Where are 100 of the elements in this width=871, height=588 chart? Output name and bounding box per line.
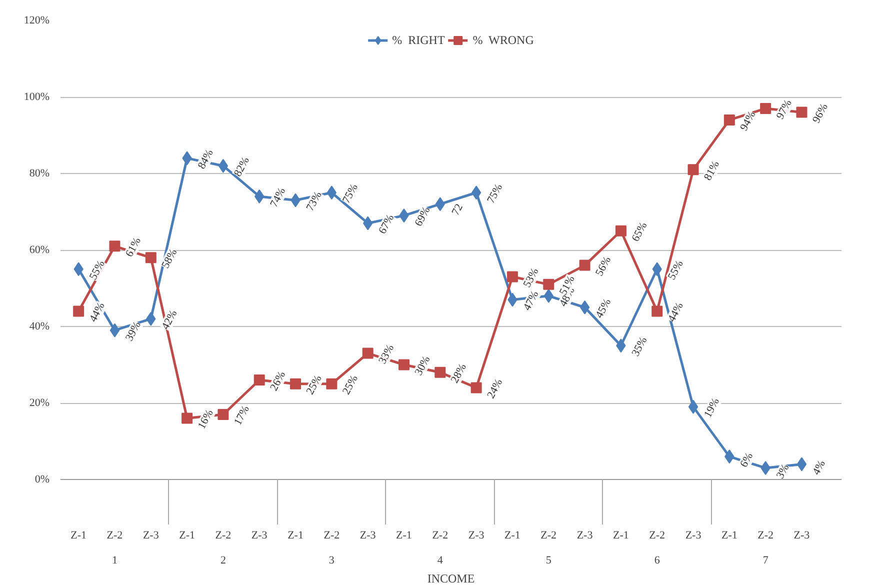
data-label: 84% (196, 148, 216, 172)
data-label: 67% (376, 212, 397, 236)
point (109, 240, 120, 252)
text: 2 (220, 554, 226, 566)
point (724, 114, 735, 126)
data-label: 53% (521, 266, 542, 290)
data-label: 74% (268, 186, 288, 210)
data-label: 17% (232, 404, 252, 428)
data-label: 26% (268, 369, 288, 393)
data-label: 44% (666, 300, 686, 324)
data-label: 28% (448, 362, 469, 386)
point (688, 400, 698, 414)
point (471, 186, 482, 200)
x-tick-label: Z-2 (432, 530, 448, 542)
x-tick-label: Z-3 (142, 530, 160, 542)
point (796, 457, 807, 472)
x-tick-label: Z-2 (324, 530, 340, 542)
point (543, 278, 554, 290)
y-tick-label: 40% (29, 320, 50, 332)
point (73, 306, 84, 317)
x-tick-label: Z-1 (721, 530, 738, 542)
text: 3 (328, 554, 335, 566)
point (580, 300, 590, 314)
data-label: 58% (160, 247, 180, 270)
x-tick-label: Z-2 (215, 530, 232, 542)
point (254, 374, 265, 386)
text: 4 (437, 554, 444, 566)
legend-label: % RIGHT (392, 32, 445, 48)
point (218, 408, 229, 420)
point (796, 106, 808, 118)
data-label: 30% (412, 354, 433, 378)
x-tick-label: Z-3 (685, 530, 702, 542)
data-label: 55% (666, 258, 686, 282)
data-label: 75% (485, 182, 506, 206)
x-tick-label: Z-2 (106, 530, 123, 542)
text: 7 (762, 554, 769, 566)
data-label: 56% (593, 254, 614, 278)
point (688, 164, 699, 176)
x-tick-label: Z-1 (613, 530, 629, 542)
data-label: 4% (810, 458, 828, 478)
point (182, 412, 193, 424)
x-tick-label: Z-3 (468, 530, 485, 542)
point (579, 260, 590, 271)
data-label: 42% (160, 308, 180, 332)
y-tick-label: 60% (29, 244, 50, 256)
x-tick-label: Z-3 (794, 530, 810, 542)
x-tick-label: Z-1 (504, 530, 520, 542)
point (434, 366, 446, 378)
text: 6 (654, 554, 660, 566)
point (470, 382, 482, 394)
data-label: 94% (738, 109, 758, 133)
data-label: 44% (87, 300, 108, 324)
y-tick-label: 120% (24, 14, 50, 26)
data-label: 72 (450, 202, 466, 218)
x-tick-label: Z-1 (70, 530, 87, 542)
point (652, 306, 663, 317)
text: 1 (112, 554, 118, 566)
point (760, 102, 772, 114)
y-tick-label: 100% (24, 91, 50, 103)
data-label: 39% (123, 320, 144, 344)
legend-label: % WRONG (472, 32, 534, 48)
data-label: 45% (593, 296, 614, 320)
x-tick-label: Z-2 (758, 530, 774, 542)
x-tick-label: Z-3 (251, 530, 268, 542)
data-label: 6% (738, 450, 756, 470)
point (506, 271, 518, 282)
point (290, 378, 302, 390)
x-tick-label: Z-3 (576, 530, 594, 542)
data-label: 24% (485, 377, 506, 401)
x-tick-label: Z-2 (540, 530, 557, 542)
data-label: 69% (412, 204, 433, 228)
data-label: 3% (774, 462, 792, 481)
x-axis-title: INCOME (427, 572, 475, 586)
data-label: 65% (630, 220, 650, 244)
x-tick-label: Z-2 (649, 530, 666, 542)
data-label: 35% (630, 335, 650, 358)
point (145, 252, 156, 264)
data-label: 82% (232, 155, 252, 179)
data-label: 73% (304, 190, 324, 214)
data-label: 55% (87, 258, 108, 282)
point (362, 348, 374, 359)
data-label: 33% (376, 342, 397, 366)
x-tick-label: Z-1 (396, 530, 412, 542)
data-label: 19% (702, 396, 722, 420)
data-label: 75% (340, 182, 360, 206)
point (218, 158, 228, 173)
point (326, 186, 337, 200)
point (326, 378, 338, 390)
point (615, 225, 626, 236)
x-tick-label: Z-1 (288, 530, 304, 542)
data-label: 61% (123, 236, 144, 259)
y-tick-label: 0% (34, 474, 50, 486)
data-label: 16% (196, 408, 216, 432)
x-tick-label: Z-1 (179, 530, 195, 542)
point (398, 359, 410, 370)
y-tick-label: 80% (29, 168, 50, 180)
data-label: 25% (340, 373, 360, 397)
data-label: 81% (702, 159, 722, 182)
data-label: 47% (521, 289, 542, 313)
point (110, 323, 120, 338)
